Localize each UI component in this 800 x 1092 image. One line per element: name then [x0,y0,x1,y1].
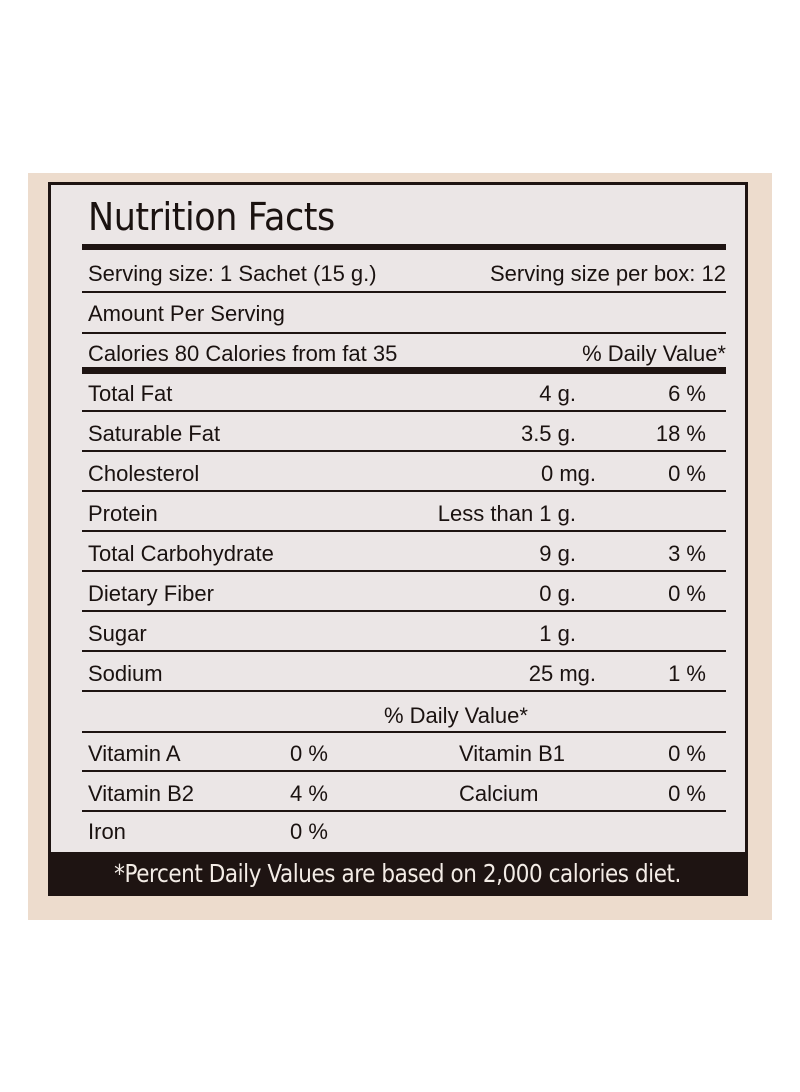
servings-per-box: Serving size per box: 12 [489,261,726,286]
divider [82,650,726,652]
calories-row: Calories 80 Calories from fat 35 % Daily… [88,340,726,368]
nutrient-row: Sodium 25 mg. 1 % [88,660,726,688]
amount-per-serving-row: Amount Per Serving [88,300,726,328]
vitamin-name: Calcium [459,781,539,806]
nutrient-row: Total Carbohydrate 9 g. 3 % [88,540,726,568]
nutrient-dv: 0 % [668,581,706,606]
vitamin-dv: 0 % [290,819,328,844]
thick-divider [82,367,726,374]
nutrient-row: Total Fat 4 g. 6 % [88,380,726,408]
nutrient-amount: 0 g. [539,581,576,606]
nutrient-amount: 9 g. [539,541,576,566]
calories: Calories 80 Calories from fat 35 [88,341,398,366]
divider [82,450,726,452]
divider [82,610,726,612]
vitamins-header-row: % Daily Value* [88,702,726,730]
footnote-bar: *Percent Daily Values are based on 2,000… [51,852,745,896]
nutrient-dv: 3 % [668,541,706,566]
divider [82,570,726,572]
nutrient-dv: 6 % [668,381,706,406]
nutrient-name: Sugar [88,621,147,646]
nutrient-name: Protein [88,501,158,526]
label-title: Nutrition Facts [88,195,335,239]
vitamin-row: Vitamin B2 4 % Calcium 0 % [88,780,726,808]
serving-row: Serving size: 1 Sachet (15 g.) Serving s… [88,260,726,288]
nutrient-row: Cholesterol 0 mg. 0 % [88,460,726,488]
nutrient-name: Total Fat [88,381,173,406]
daily-value-header: % Daily Value* [582,341,726,366]
nutrition-panel [48,182,748,896]
amount-per-serving: Amount Per Serving [88,301,285,326]
nutrient-amount: Less than 1 g. [437,501,576,526]
divider [82,410,726,412]
vitamin-row: Iron 0 % [88,818,726,846]
divider [82,731,726,733]
divider [82,530,726,532]
footnote-text: *Percent Daily Values are based on 2,000… [114,859,682,888]
nutrient-amount: 1 g. [539,621,576,646]
thick-divider [82,244,726,250]
nutrient-name: Saturable Fat [88,421,221,446]
serving-size: Serving size: 1 Sachet (15 g.) [88,261,377,286]
nutrient-amount: 4 g. [539,381,576,406]
divider [82,291,726,293]
nutrient-row: Saturable Fat 3.5 g. 18 % [88,420,726,448]
nutrient-dv: 0 % [668,461,706,486]
nutrient-row: Sugar 1 g. [88,620,726,648]
divider [82,690,726,692]
vitamin-name: Iron [88,819,126,844]
vitamin-name: Vitamin A [88,741,181,766]
nutrient-row: Protein Less than 1 g. [88,500,726,528]
nutrient-amount: 25 mg. [528,661,596,686]
nutrient-dv: 18 % [655,421,706,446]
vitamin-dv: 0 % [668,781,706,806]
vitamin-dv: 4 % [290,781,328,806]
divider [82,332,726,334]
nutrient-name: Dietary Fiber [88,581,214,606]
vitamin-row: Vitamin A 0 % Vitamin B1 0 % [88,740,726,768]
nutrient-row: Dietary Fiber 0 g. 0 % [88,580,726,608]
nutrient-name: Total Carbohydrate [88,541,274,566]
divider [82,490,726,492]
nutrient-amount: 0 mg. [540,461,596,486]
vitamin-dv: 0 % [668,741,706,766]
vitamins-daily-value-header: % Daily Value* [384,703,528,728]
divider [82,770,726,772]
vitamin-name: Vitamin B1 [459,741,565,766]
nutrient-amount: 3.5 g. [520,421,576,446]
nutrient-name: Cholesterol [88,461,200,486]
vitamin-dv: 0 % [290,741,328,766]
nutrient-dv: 1 % [668,661,706,686]
vitamin-name: Vitamin B2 [88,781,194,806]
divider [82,810,726,812]
nutrient-name: Sodium [88,661,163,686]
